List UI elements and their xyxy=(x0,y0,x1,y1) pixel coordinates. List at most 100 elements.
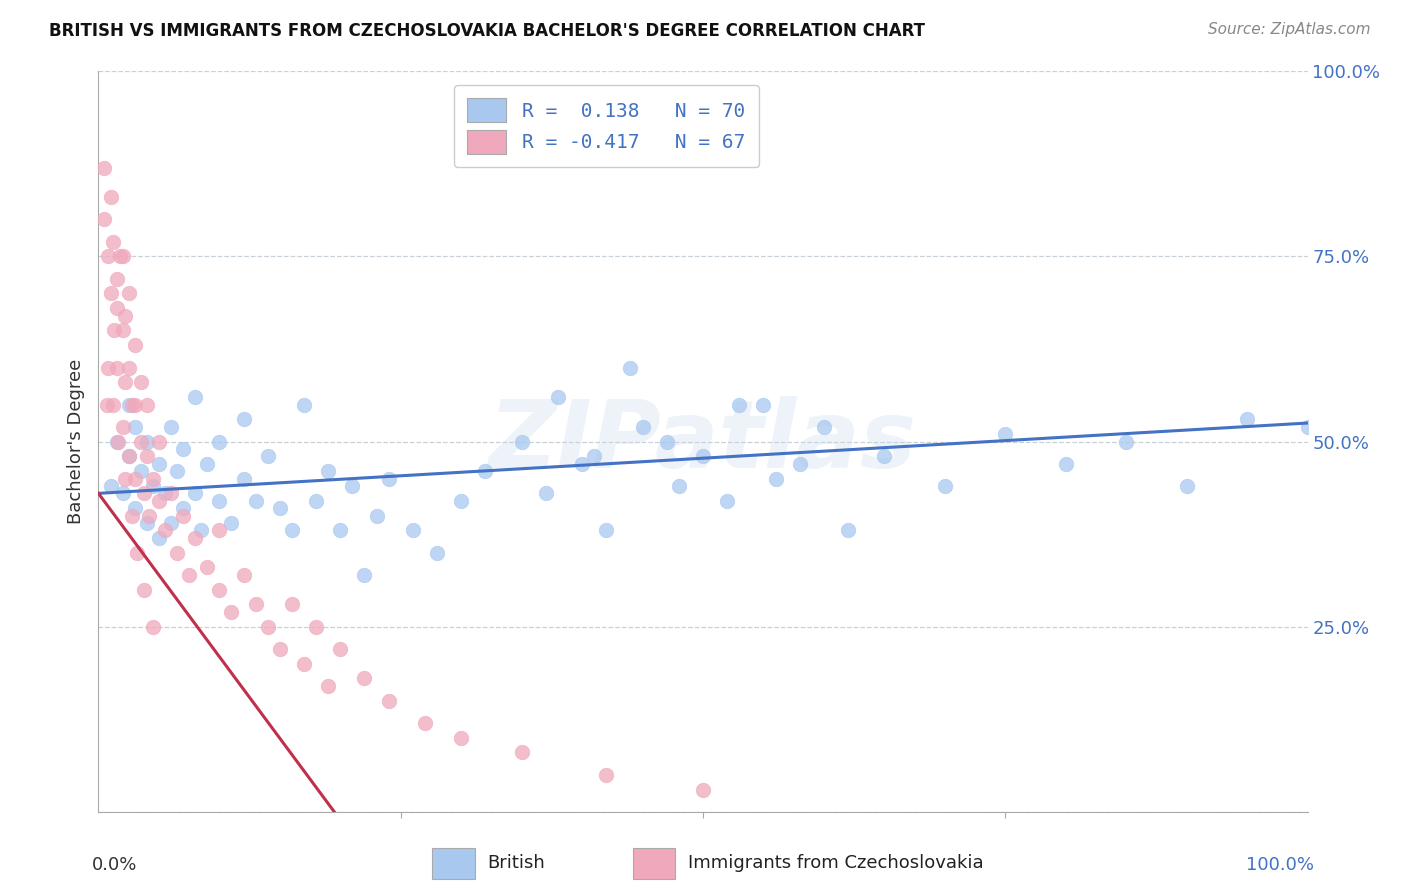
Point xyxy=(245,493,267,508)
Point xyxy=(245,598,267,612)
Point xyxy=(377,471,399,485)
Point xyxy=(692,450,714,464)
Point xyxy=(329,524,352,538)
Point xyxy=(166,546,188,560)
Point xyxy=(93,212,115,227)
Point xyxy=(208,582,231,597)
Y-axis label: Bachelor's Degree: Bachelor's Degree xyxy=(66,359,84,524)
Point xyxy=(208,434,231,449)
Point xyxy=(994,427,1017,442)
Point xyxy=(583,450,606,464)
Point xyxy=(118,450,141,464)
Point xyxy=(281,598,304,612)
Point xyxy=(179,567,201,582)
Point xyxy=(716,493,738,508)
Point xyxy=(100,190,122,204)
Text: Immigrants from Czechoslovakia: Immigrants from Czechoslovakia xyxy=(688,854,984,872)
Text: BRITISH VS IMMIGRANTS FROM CZECHOSLOVAKIA BACHELOR'S DEGREE CORRELATION CHART: BRITISH VS IMMIGRANTS FROM CZECHOSLOVAKI… xyxy=(49,22,925,40)
Point xyxy=(121,398,143,412)
Point xyxy=(873,450,896,464)
FancyBboxPatch shape xyxy=(433,848,475,879)
Point xyxy=(134,486,156,500)
Point xyxy=(124,338,146,352)
Point xyxy=(305,493,328,508)
Point xyxy=(148,434,170,449)
Point xyxy=(100,286,122,301)
Point xyxy=(377,694,399,708)
Point xyxy=(208,493,231,508)
Point xyxy=(129,434,152,449)
Point xyxy=(135,398,157,412)
Point xyxy=(101,398,124,412)
Point xyxy=(107,434,129,449)
Point xyxy=(172,501,194,516)
Point xyxy=(195,457,218,471)
Point xyxy=(142,479,165,493)
Point xyxy=(121,508,143,523)
Point xyxy=(129,464,152,478)
Point xyxy=(281,524,304,538)
Point xyxy=(534,486,557,500)
Point xyxy=(269,501,291,516)
Point xyxy=(232,567,254,582)
Point xyxy=(450,731,472,745)
Point xyxy=(97,360,120,375)
Point xyxy=(124,419,146,434)
Point xyxy=(292,398,315,412)
Point xyxy=(118,398,141,412)
Point xyxy=(269,641,291,656)
Point xyxy=(118,450,141,464)
Point xyxy=(184,390,207,404)
Point xyxy=(105,271,128,285)
Point xyxy=(105,434,128,449)
Point xyxy=(172,442,194,456)
Point xyxy=(668,479,690,493)
Point xyxy=(142,471,165,485)
Point xyxy=(96,398,118,412)
Point xyxy=(353,567,375,582)
Point xyxy=(114,309,136,323)
Point xyxy=(1296,419,1319,434)
Point xyxy=(114,376,136,390)
Point xyxy=(166,464,188,478)
Point xyxy=(138,508,160,523)
Point xyxy=(256,450,278,464)
Point xyxy=(595,524,617,538)
Point xyxy=(402,524,425,538)
Point xyxy=(127,546,149,560)
Point xyxy=(118,286,141,301)
Point xyxy=(292,657,315,671)
Point xyxy=(692,782,714,797)
Point xyxy=(426,546,449,560)
Point xyxy=(103,324,125,338)
Point xyxy=(114,471,136,485)
Point xyxy=(1236,412,1258,426)
Point xyxy=(134,582,156,597)
Point xyxy=(153,524,176,538)
Point xyxy=(510,746,533,760)
Point xyxy=(124,501,146,516)
Point xyxy=(93,161,115,175)
Point xyxy=(195,560,218,574)
Point xyxy=(413,715,436,730)
Point xyxy=(111,486,134,500)
Point xyxy=(316,679,339,693)
Point xyxy=(728,398,751,412)
Text: British: British xyxy=(488,854,546,872)
Point xyxy=(813,419,835,434)
Point xyxy=(105,301,128,316)
Point xyxy=(153,486,176,500)
Point xyxy=(232,412,254,426)
Point xyxy=(160,486,183,500)
Point xyxy=(256,619,278,633)
Point xyxy=(450,493,472,508)
Point xyxy=(619,360,641,375)
Point xyxy=(221,516,243,530)
Point xyxy=(172,508,194,523)
Point xyxy=(510,434,533,449)
Point xyxy=(595,767,617,781)
Point xyxy=(208,524,231,538)
Point xyxy=(329,641,352,656)
Point xyxy=(934,479,956,493)
Point xyxy=(108,250,131,264)
